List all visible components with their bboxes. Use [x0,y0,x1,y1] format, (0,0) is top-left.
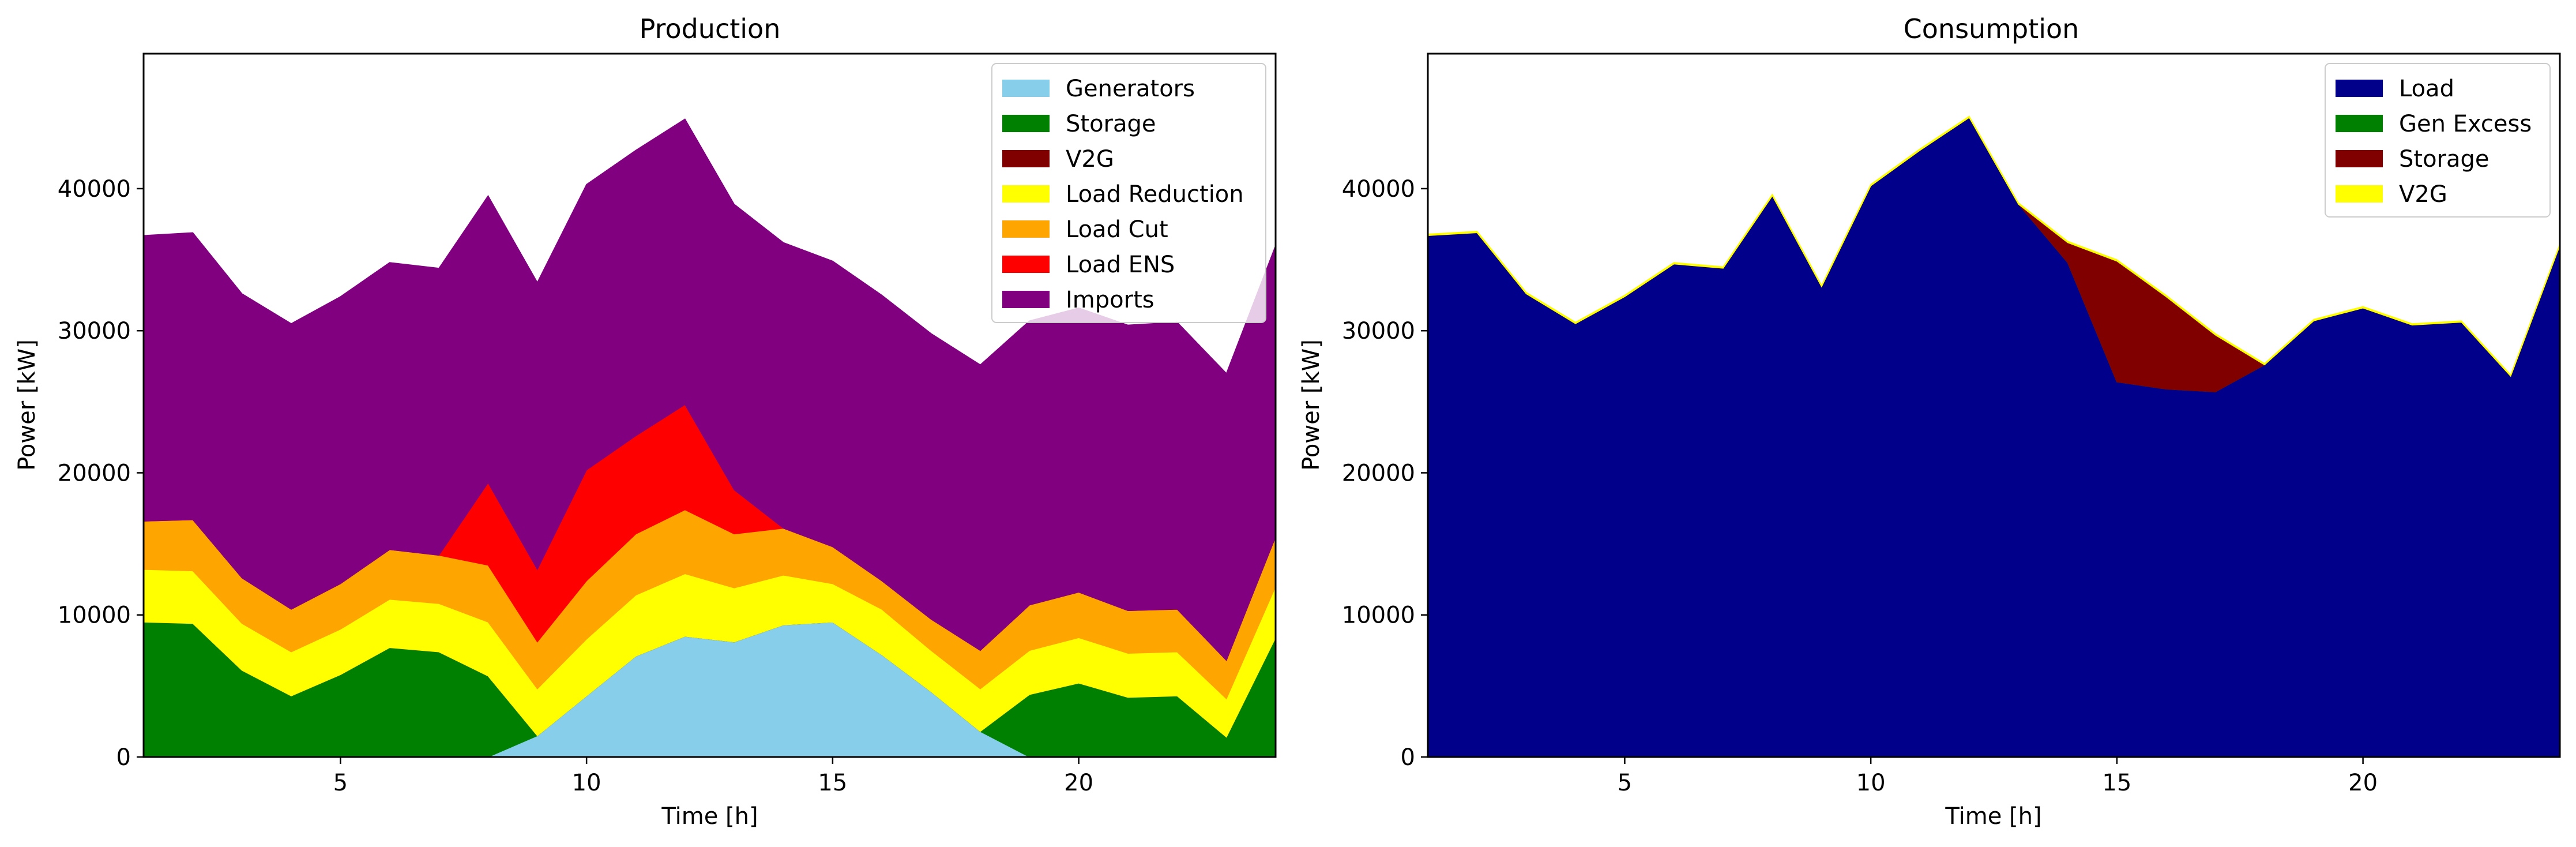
production-x-tick-label: 5 [333,770,348,796]
production-legend: Generators Storage V2G Load Reduction Load C… [991,63,1266,323]
production-legend-swatch-load-reduction [1002,185,1050,203]
consumption-legend-label-gen-excess: Gen Excess [2399,111,2532,137]
production-y-tick-label: 0 [116,744,131,771]
production-legend-frame [991,63,1266,323]
consumption-legend-swatch-storage [2336,150,2383,167]
consumption-y-tick-label: 0 [1401,744,1415,771]
production-areas [143,118,1276,758]
production-x-tick-label: 20 [1064,770,1093,796]
consumption-x-tick-label: 20 [2348,770,2378,796]
consumption-legend-label-v2g: V2G [2399,181,2447,208]
production-y-label: Power [kW] [14,339,40,471]
consumption-legend-swatch-v2g [2336,185,2383,203]
production-axes-frame [142,53,1277,758]
production-title: Production [640,13,781,44]
consumption-legend-label-storage: Storage [2399,146,2489,173]
production-legend-swatch-storage [1002,115,1050,132]
consumption-y-tick-label: 10000 [1342,602,1415,629]
production-legend-label-storage: Storage [1066,111,1156,137]
production-legend-swatch-imports [1002,291,1050,308]
consumption-title: Consumption [1904,13,2079,44]
production-legend-label-imports: Imports [1066,287,1155,313]
production-legend-label-generators: Generators [1066,76,1195,102]
production-panel: Production 5 10 15 20 0 10000 20000 30000 40000… [14,13,1277,830]
consumption-legend-frame [2325,63,2551,218]
consumption-axes-frame [1427,53,2561,758]
consumption-y-label: Power [kW] [1298,339,1325,471]
production-y-ticks: 0 10000 20000 30000 40000 [58,176,144,771]
production-legend-swatch-generators [1002,80,1050,97]
consumption-y-ticks: 0 10000 20000 30000 40000 [1342,176,1428,771]
consumption-y-tick-label: 40000 [1342,176,1415,203]
consumption-panel: Consumption 5 10 15 20 0 10000 20000 30000 4000… [1298,13,2561,830]
consumption-y-tick-label: 20000 [1342,460,1415,486]
consumption-x-tick-label: 15 [2102,770,2131,796]
production-legend-label-load-ens: Load ENS [1066,252,1175,278]
production-x-tick-label: 15 [818,770,847,796]
production-legend-swatch-v2g [1002,150,1050,167]
consumption-legend: Load Gen Excess Storage V2G [2325,63,2551,218]
production-legend-swatch-load-ens [1002,256,1050,273]
production-x-ticks: 5 10 15 20 [333,757,1093,796]
consumption-legend-swatch-load [2336,80,2383,97]
production-y-tick-label: 30000 [58,318,131,344]
production-y-tick-label: 20000 [58,460,131,486]
consumption-legend-label-load: Load [2399,76,2454,102]
production-x-label: Time [h] [661,803,758,830]
consumption-x-tick-label: 10 [1856,770,1886,796]
production-legend-label-load-reduction: Load Reduction [1066,181,1244,208]
consumption-x-ticks: 5 10 15 20 [1618,757,2378,796]
production-y-tick-label: 40000 [58,176,131,203]
production-x-tick-label: 10 [572,770,601,796]
consumption-y-tick-label: 30000 [1342,318,1415,344]
production-legend-label-load-cut: Load Cut [1066,216,1168,243]
consumption-legend-swatch-gen-excess [2336,115,2383,132]
production-y-tick-label: 10000 [58,602,131,629]
consumption-x-label: Time [h] [1945,803,2041,830]
production-legend-label-v2g: V2G [1066,146,1114,173]
production-legend-swatch-load-cut [1002,220,1050,238]
consumption-x-tick-label: 5 [1618,770,1632,796]
